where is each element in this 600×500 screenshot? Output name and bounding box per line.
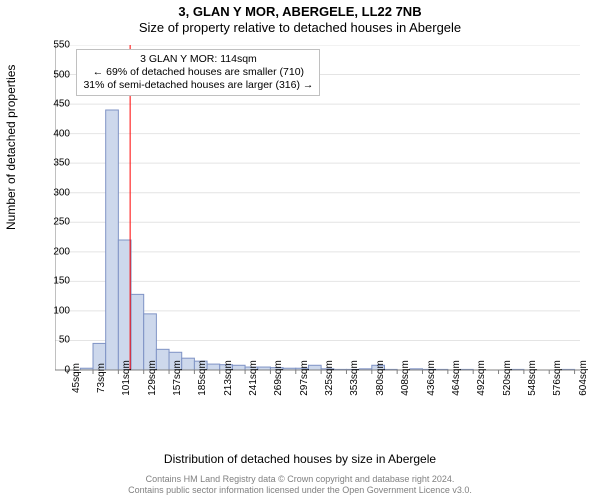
x-tick-label: 604sqm: [578, 360, 589, 396]
title-line-2: Size of property relative to detached ho…: [0, 19, 600, 35]
x-tick-label: 492sqm: [476, 360, 487, 396]
annotation-line: ← 69% of detached houses are smaller (71…: [83, 66, 313, 79]
x-tick-label: 297sqm: [299, 360, 310, 396]
x-tick-label: 576sqm: [552, 360, 563, 396]
y-axis-label: Number of detached properties: [4, 65, 18, 230]
y-tick-label: 500: [53, 69, 70, 80]
x-tick-label: 241sqm: [248, 360, 259, 396]
x-tick-label: 464sqm: [451, 360, 462, 396]
x-tick-label: 408sqm: [400, 360, 411, 396]
title-line-1: 3, GLAN Y MOR, ABERGELE, LL22 7NB: [0, 0, 600, 19]
y-tick-label: 550: [53, 40, 70, 51]
x-tick-label: 548sqm: [527, 360, 538, 396]
y-tick-label: 200: [53, 246, 70, 257]
x-tick-label: 269sqm: [273, 360, 284, 396]
x-tick-label: 213sqm: [223, 360, 234, 396]
x-tick-label: 45sqm: [71, 363, 82, 393]
y-tick-label: 0: [64, 365, 70, 376]
y-tick-label: 50: [59, 335, 70, 346]
x-tick-label: 353sqm: [349, 360, 360, 396]
x-tick-label: 185sqm: [197, 360, 208, 396]
x-tick-label: 520sqm: [502, 360, 513, 396]
footer-line-2: Contains public sector information licen…: [0, 485, 600, 496]
y-tick-label: 250: [53, 217, 70, 228]
chart-container: 3, GLAN Y MOR, ABERGELE, LL22 7NB Size o…: [0, 0, 600, 500]
y-tick-label: 450: [53, 99, 70, 110]
x-tick-label: 157sqm: [172, 360, 183, 396]
footer-attribution: Contains HM Land Registry data © Crown c…: [0, 474, 600, 497]
x-axis-label: Distribution of detached houses by size …: [0, 452, 600, 466]
annotation-box: 3 GLAN Y MOR: 114sqm← 69% of detached ho…: [76, 49, 320, 96]
y-tick-label: 400: [53, 128, 70, 139]
x-tick-label: 380sqm: [375, 360, 386, 396]
x-tick-label: 73sqm: [96, 363, 107, 393]
x-tick-label: 325sqm: [324, 360, 335, 396]
annotation-line: 3 GLAN Y MOR: 114sqm: [83, 53, 313, 66]
y-tick-label: 150: [53, 276, 70, 287]
x-tick-label: 129sqm: [147, 360, 158, 396]
footer-line-1: Contains HM Land Registry data © Crown c…: [0, 474, 600, 485]
annotation-line: 31% of semi-detached houses are larger (…: [83, 79, 313, 92]
y-tick-label: 300: [53, 187, 70, 198]
x-tick-label: 101sqm: [121, 360, 132, 396]
x-tick-label: 436sqm: [426, 360, 437, 396]
y-tick-label: 350: [53, 158, 70, 169]
y-tick-label: 100: [53, 305, 70, 316]
